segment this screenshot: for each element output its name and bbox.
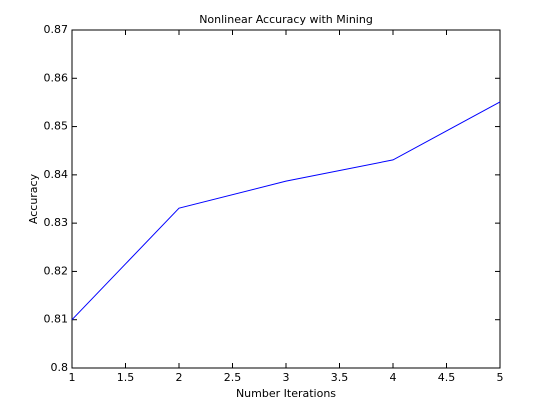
y-tick-label: 0.8 <box>51 361 69 374</box>
y-axis-label: Accuracy <box>27 173 40 224</box>
x-tick-label: 2 <box>176 371 183 384</box>
chart-title: Nonlinear Accuracy with Mining <box>199 13 373 26</box>
x-tick-label: 4 <box>390 371 397 384</box>
x-axis-label: Number Iterations <box>236 387 336 400</box>
y-tick-label: 0.87 <box>44 23 69 36</box>
x-tick-label: 1.5 <box>117 371 135 384</box>
y-tick-label: 0.85 <box>44 120 69 133</box>
x-tick-label: 3 <box>283 371 290 384</box>
y-tick-label: 0.83 <box>44 216 69 229</box>
x-tick-label: 1 <box>69 371 76 384</box>
data-line <box>71 101 501 321</box>
x-tick-label: 3.5 <box>331 371 349 384</box>
y-tick-label: 0.81 <box>44 313 69 326</box>
x-tick-label: 2.5 <box>224 371 242 384</box>
x-tick-label: 5 <box>497 371 504 384</box>
x-tick-label: 4.5 <box>438 371 456 384</box>
y-tick-label: 0.82 <box>44 264 69 277</box>
y-tick-label: 0.84 <box>44 168 69 181</box>
y-tick-label: 0.86 <box>44 71 69 84</box>
